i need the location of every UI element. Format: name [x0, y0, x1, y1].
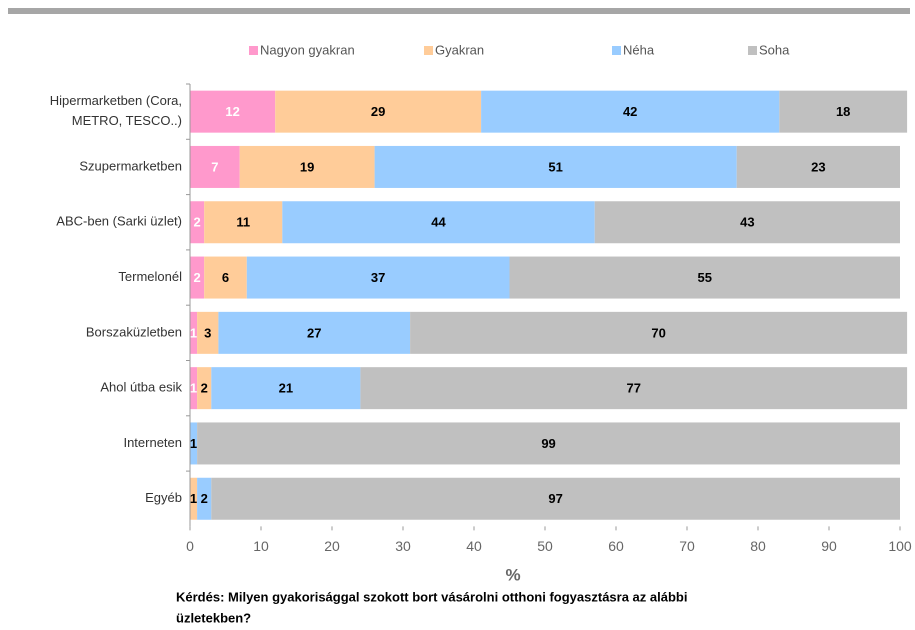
data-label: 51 [548, 159, 562, 174]
bar-segment [190, 256, 205, 299]
data-label: 1 [190, 491, 197, 506]
x-tick-label: 10 [253, 538, 269, 554]
bar-segment [197, 311, 219, 354]
bar-segment [779, 90, 908, 133]
bar-segment [190, 477, 198, 520]
bar-segment [190, 90, 276, 133]
x-tick-label: 30 [395, 538, 411, 554]
y-tick-label: Borszaküzletben [86, 324, 182, 339]
y-tick-label: ABC-ben (Sarki üzlet) [56, 214, 182, 229]
data-label: 44 [431, 215, 446, 230]
data-label: 11 [236, 215, 250, 230]
bar-segment [410, 311, 908, 354]
data-label: 12 [225, 104, 239, 119]
x-tick-label: 40 [466, 538, 482, 554]
data-label: 6 [222, 270, 229, 285]
x-tick-label: 20 [324, 538, 340, 554]
y-tick-label: Hipermarketben (Cora, [50, 93, 182, 108]
bar-segment [211, 367, 361, 410]
x-tick-label: 50 [537, 538, 553, 554]
x-tick-label: 70 [679, 538, 695, 554]
legend-label: Gyakran [435, 42, 484, 57]
x-tick-label: 80 [750, 538, 766, 554]
legend-swatch [748, 46, 757, 55]
data-label: 1 [190, 381, 197, 396]
data-label: 77 [627, 381, 641, 396]
data-label: 21 [279, 381, 293, 396]
y-tick-label: METRO, TESCO..) [72, 113, 182, 128]
y-tick-label: Termelonél [118, 269, 182, 284]
question: Kérdés: Milyen gyakorisággal szokott bor… [176, 589, 687, 604]
data-label: 3 [204, 325, 211, 340]
data-label: 19 [300, 159, 314, 174]
data-label: 70 [651, 325, 665, 340]
bar-segment [204, 256, 247, 299]
x-tick-label: 90 [821, 538, 837, 554]
bar-segment [481, 90, 780, 133]
data-label: 27 [307, 325, 321, 340]
legend-swatch [249, 46, 258, 55]
bar-segment [190, 367, 198, 410]
data-label: 55 [698, 270, 712, 285]
legend-swatch [424, 46, 433, 55]
data-label: 29 [371, 104, 385, 119]
y-tick-label: Ahol útba esik [100, 380, 182, 395]
data-label: 97 [548, 491, 562, 506]
data-label: 2 [193, 215, 200, 230]
legend-label: Soha [759, 42, 790, 57]
data-label: 99 [541, 436, 555, 451]
bar-segment [360, 367, 908, 410]
bar-segment [197, 367, 212, 410]
bar-segment [190, 422, 198, 465]
bar-segment [218, 311, 411, 354]
top-bar [8, 8, 910, 14]
bar-segment [190, 311, 198, 354]
bar-segment [190, 201, 205, 244]
y-tick-label: Szupermarketben [79, 158, 182, 173]
bar-segment [190, 145, 240, 188]
data-label: 23 [811, 159, 825, 174]
data-label: 37 [371, 270, 385, 285]
data-label: 18 [836, 104, 850, 119]
legend-label: Nagyon gyakran [260, 42, 355, 57]
data-label: 2 [201, 491, 208, 506]
x-tick-label: 0 [186, 538, 194, 554]
legend-label: Néha [623, 42, 655, 57]
data-label: 2 [201, 381, 208, 396]
data-label: 1 [190, 436, 197, 451]
data-label: 43 [740, 215, 754, 230]
x-tick-label: 60 [608, 538, 624, 554]
bar-segment [374, 145, 737, 188]
data-label: 7 [211, 159, 218, 174]
question: üzletekben? [176, 610, 251, 625]
data-label: 42 [623, 104, 637, 119]
bar-segment [197, 477, 212, 520]
bar-segment [197, 422, 901, 465]
bar-segment [204, 201, 283, 244]
x-axis-label: % [505, 565, 520, 584]
bar-segment [509, 256, 900, 299]
bar-segment [246, 256, 510, 299]
data-label: 2 [193, 270, 200, 285]
bar-segment [275, 90, 482, 133]
legend-swatch [612, 46, 621, 55]
bar-segment [282, 201, 595, 244]
bar-segment [736, 145, 900, 188]
x-tick-label: 100 [888, 538, 912, 554]
bar-segment [239, 145, 375, 188]
bar-segment [211, 477, 901, 520]
data-label: 1 [190, 325, 197, 340]
y-tick-label: Interneten [123, 435, 182, 450]
bar-segment [594, 201, 900, 244]
y-tick-label: Egyéb [145, 490, 182, 505]
